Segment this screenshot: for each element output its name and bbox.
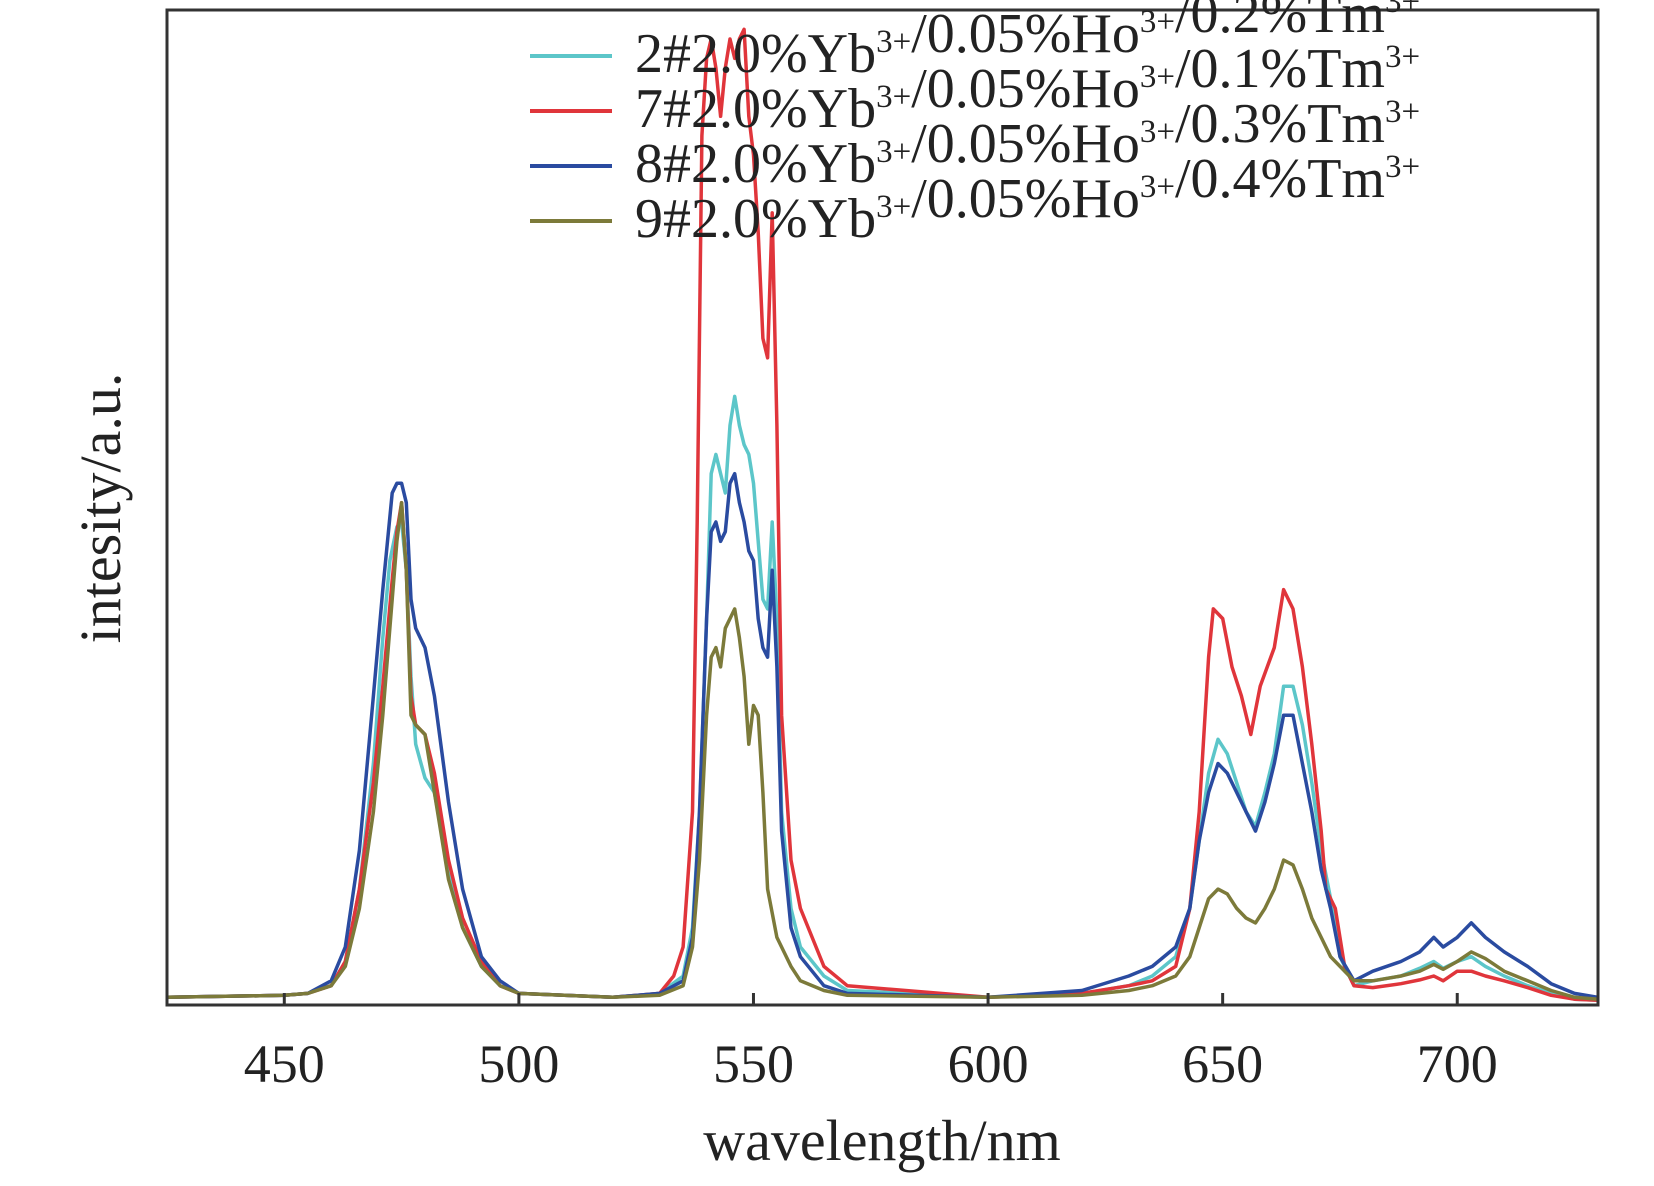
legend-item-3: 8#2.0%Yb3+/0.05%Ho3+/0.3%Tm3+ [530, 93, 1420, 195]
x-tick-label-500: 500 [478, 1034, 559, 1094]
plot-lines [166, 27, 1599, 1002]
legend-label-4: 9#2.0%Yb3+/0.05%Ho3+/0.4%Tm3+ [635, 148, 1420, 250]
x-tick-label-700: 700 [1417, 1034, 1498, 1094]
x-tick-label-550: 550 [713, 1034, 794, 1094]
series-line-4 [166, 500, 1599, 1001]
legend-item-4: 9#2.0%Yb3+/0.05%Ho3+/0.4%Tm3+ [530, 148, 1420, 250]
y-axis-label: intesity/a.u. [68, 373, 133, 644]
legend-label-1: 2#2.0%Yb3+/0.05%Ho3+/0.2%Tm3+ [635, 0, 1420, 85]
x-axis-label: wavelength/nm [703, 1108, 1061, 1173]
legend-label-3: 8#2.0%Yb3+/0.05%Ho3+/0.3%Tm3+ [635, 93, 1420, 195]
x-tick-label-650: 650 [1182, 1034, 1263, 1094]
legend: 2#2.0%Yb3+/0.05%Ho3+/0.2%Tm3+7#2.0%Yb3+/… [530, 0, 1420, 250]
x-axis-ticks: 450 500 550 600 650 700 [244, 993, 1498, 1094]
legend-label-2: 7#2.0%Yb3+/0.05%Ho3+/0.1%Tm3+ [635, 38, 1420, 140]
plot-frame [165, 8, 1600, 1007]
legend-item-2: 7#2.0%Yb3+/0.05%Ho3+/0.1%Tm3+ [530, 38, 1420, 140]
x-tick-label-600: 600 [948, 1034, 1029, 1094]
series-line-3 [166, 471, 1599, 1000]
x-tick-label-450: 450 [244, 1034, 325, 1094]
legend-item-1: 2#2.0%Yb3+/0.05%Ho3+/0.2%Tm3+ [530, 0, 1420, 85]
